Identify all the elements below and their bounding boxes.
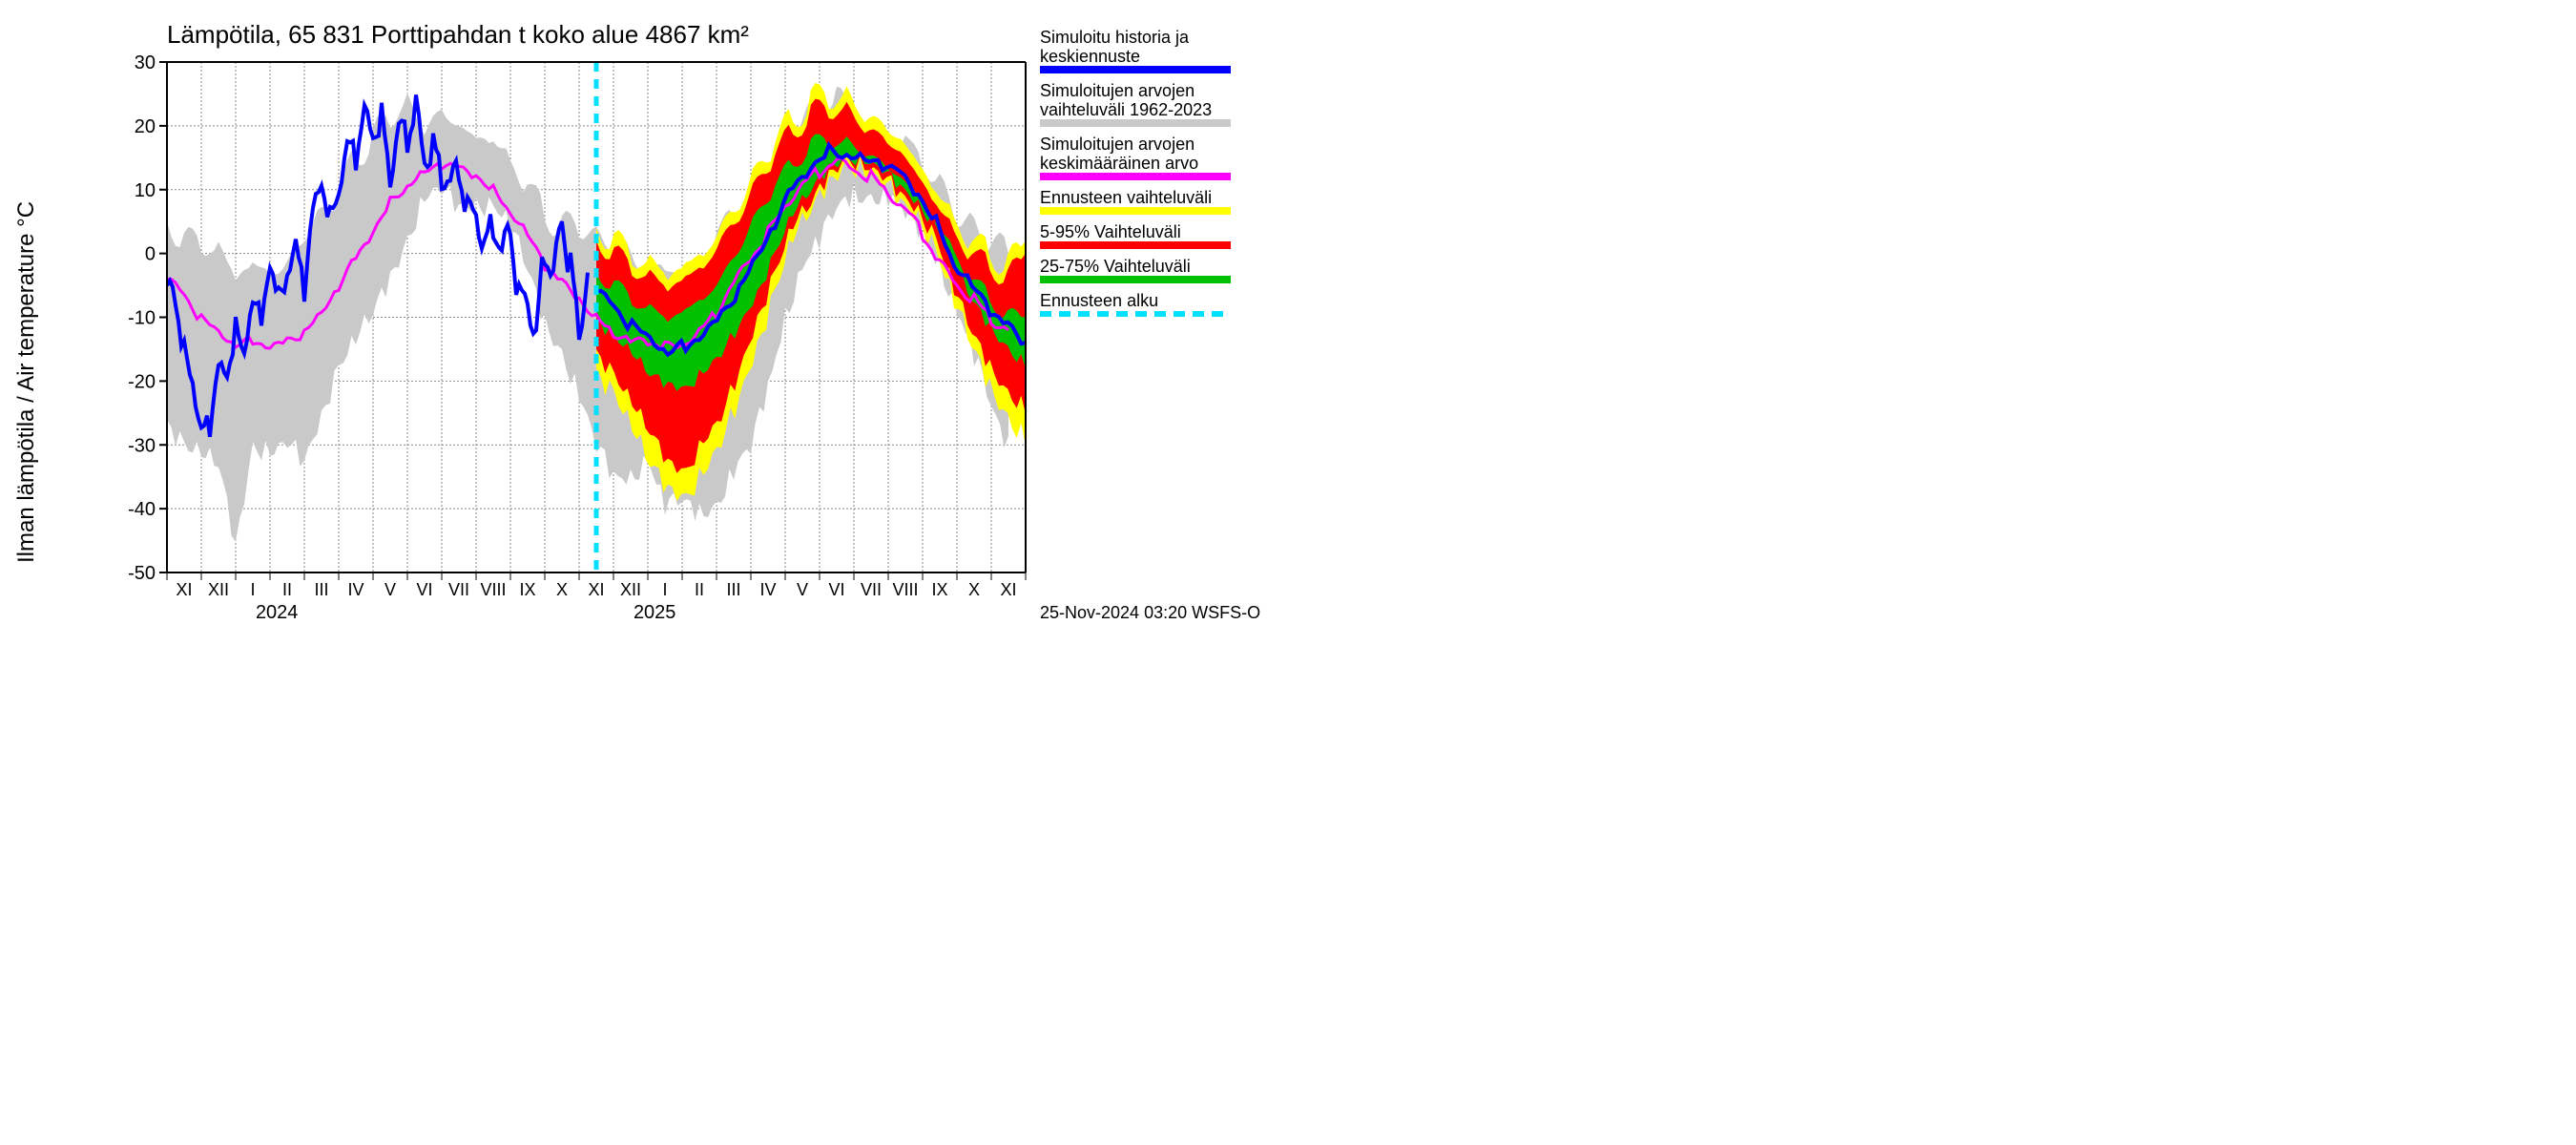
legend-label: keskiennuste (1040, 47, 1140, 66)
footer-text: 25-Nov-2024 03:20 WSFS-O (1040, 603, 1260, 622)
x-tick-label: III (314, 580, 328, 599)
x-tick-label: XII (620, 580, 641, 599)
legend-swatch (1040, 276, 1231, 283)
legend-swatch (1040, 66, 1231, 73)
chart-title: Lämpötila, 65 831 Porttipahdan t koko al… (167, 20, 749, 49)
y-tick-label: 20 (135, 116, 156, 137)
x-tick-label: II (695, 580, 704, 599)
y-tick-label: -20 (128, 371, 156, 392)
x-tick-label: VIII (480, 580, 506, 599)
x-tick-label: XI (1000, 580, 1016, 599)
y-tick-label: 10 (135, 180, 156, 201)
x-tick-label: IV (347, 580, 364, 599)
temperature-chart: Lämpötila, 65 831 Porttipahdan t koko al… (0, 0, 1431, 630)
x-tick-label: V (797, 580, 808, 599)
legend-label: Simuloitujen arvojen (1040, 135, 1195, 154)
legend-label: 25-75% Vaihteluväli (1040, 257, 1191, 276)
legend-swatch (1040, 241, 1231, 249)
legend-label: Ennusteen vaihteluväli (1040, 188, 1212, 207)
y-tick-label: -50 (128, 563, 156, 584)
chart-svg: Lämpötila, 65 831 Porttipahdan t koko al… (0, 0, 1431, 630)
x-tick-label: I (662, 580, 667, 599)
legend-label: keskimääräinen arvo (1040, 154, 1198, 173)
year-label: 2025 (634, 602, 676, 623)
legend-swatch (1040, 173, 1231, 180)
year-label: 2024 (256, 602, 299, 623)
x-tick-label: IX (931, 580, 947, 599)
y-tick-label: -10 (128, 308, 156, 329)
x-tick-label: VIII (892, 580, 918, 599)
x-tick-label: XII (208, 580, 229, 599)
x-tick-label: VII (861, 580, 882, 599)
legend-label: Simuloitu historia ja (1040, 28, 1190, 47)
legend-label: 5-95% Vaihteluväli (1040, 222, 1181, 241)
x-tick-label: X (968, 580, 980, 599)
x-tick-label: VI (416, 580, 432, 599)
x-tick-label: I (250, 580, 255, 599)
y-tick-label: 30 (135, 52, 156, 73)
y-tick-label: 0 (145, 244, 156, 265)
x-tick-label: IX (519, 580, 535, 599)
x-tick-label: V (384, 580, 396, 599)
y-tick-label: -30 (128, 435, 156, 456)
x-tick-label: VI (828, 580, 844, 599)
x-tick-label: XI (588, 580, 604, 599)
x-tick-label: XI (176, 580, 192, 599)
legend-swatch (1040, 119, 1231, 127)
y-tick-label: -40 (128, 499, 156, 520)
legend-label: vaihteluväli 1962-2023 (1040, 100, 1212, 119)
x-tick-label: IV (759, 580, 776, 599)
x-tick-label: X (556, 580, 568, 599)
x-tick-label: VII (448, 580, 469, 599)
y-axis-label: Ilman lämpötila / Air temperature °C (13, 201, 39, 563)
legend-swatch (1040, 207, 1231, 215)
legend-label: Ennusteen alku (1040, 291, 1158, 310)
legend-label: Simuloitujen arvojen (1040, 81, 1195, 100)
x-tick-label: II (282, 580, 292, 599)
x-tick-label: III (726, 580, 740, 599)
